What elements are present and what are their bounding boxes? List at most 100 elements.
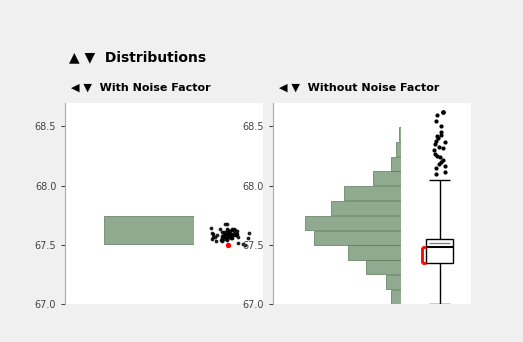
Point bbox=[234, 240, 242, 246]
Point bbox=[218, 234, 226, 239]
Point bbox=[439, 145, 447, 150]
Point bbox=[218, 229, 226, 235]
Point bbox=[209, 232, 217, 237]
Point bbox=[440, 169, 449, 174]
Text: ▲ ▼  Distributions: ▲ ▼ Distributions bbox=[70, 50, 207, 64]
Point bbox=[222, 229, 230, 234]
Point bbox=[223, 237, 232, 242]
Point bbox=[211, 235, 219, 240]
Point bbox=[212, 238, 220, 244]
Point bbox=[437, 132, 446, 137]
Point bbox=[222, 235, 230, 240]
Point bbox=[219, 233, 227, 238]
Point bbox=[227, 233, 235, 238]
Point bbox=[231, 232, 240, 237]
Bar bbox=[373, 171, 402, 185]
Point bbox=[221, 232, 230, 237]
Bar bbox=[399, 127, 402, 141]
Point bbox=[230, 232, 238, 238]
Point bbox=[434, 136, 442, 141]
Point bbox=[226, 234, 234, 240]
Point bbox=[431, 165, 440, 171]
Point bbox=[233, 228, 241, 234]
Bar bbox=[396, 142, 402, 156]
Point bbox=[228, 227, 236, 233]
Point bbox=[245, 231, 253, 236]
Point bbox=[230, 230, 238, 236]
Point bbox=[227, 231, 235, 236]
Point bbox=[224, 230, 232, 235]
Bar bbox=[305, 216, 402, 230]
Bar bbox=[426, 239, 453, 263]
Point bbox=[207, 225, 215, 231]
Bar bbox=[386, 275, 402, 289]
Point bbox=[212, 232, 221, 238]
Bar bbox=[344, 186, 402, 200]
Text: ◀ ▼  Without Noise Factor: ◀ ▼ Without Noise Factor bbox=[279, 83, 439, 93]
Point bbox=[439, 109, 447, 115]
Point bbox=[441, 139, 449, 145]
Point bbox=[431, 171, 440, 177]
Point bbox=[437, 124, 445, 129]
Point bbox=[432, 138, 440, 143]
Point bbox=[439, 157, 447, 162]
Point bbox=[437, 130, 445, 135]
Point bbox=[437, 159, 445, 165]
Point bbox=[218, 238, 226, 244]
Point bbox=[220, 236, 228, 242]
Bar bbox=[347, 246, 402, 260]
Text: ◀ ▼  With Noise Factor: ◀ ▼ With Noise Factor bbox=[71, 83, 211, 93]
Point bbox=[223, 234, 232, 239]
Point bbox=[224, 232, 232, 238]
Point bbox=[222, 226, 231, 232]
Point bbox=[209, 235, 217, 240]
Point bbox=[221, 234, 230, 239]
Point bbox=[230, 227, 238, 232]
Point bbox=[441, 163, 450, 168]
Bar bbox=[104, 216, 194, 244]
Point bbox=[241, 242, 249, 248]
Point bbox=[430, 142, 439, 147]
Point bbox=[215, 226, 224, 231]
Point bbox=[221, 222, 229, 227]
Point bbox=[221, 233, 230, 238]
Point bbox=[222, 237, 231, 243]
Point bbox=[431, 151, 439, 157]
Point bbox=[220, 229, 229, 235]
Point bbox=[208, 230, 216, 235]
Point bbox=[228, 235, 236, 241]
Point bbox=[232, 232, 240, 237]
Point bbox=[226, 235, 235, 241]
Point bbox=[435, 144, 443, 149]
Point bbox=[226, 233, 235, 239]
Point bbox=[244, 235, 253, 241]
Point bbox=[225, 235, 233, 240]
Point bbox=[432, 118, 440, 123]
Point bbox=[225, 228, 234, 234]
Point bbox=[429, 147, 438, 153]
Point bbox=[224, 227, 232, 233]
Point bbox=[224, 242, 233, 248]
Point bbox=[233, 232, 242, 237]
Point bbox=[208, 236, 217, 242]
Point bbox=[433, 133, 441, 139]
Point bbox=[217, 237, 225, 243]
Point bbox=[433, 154, 441, 159]
Point bbox=[227, 232, 235, 237]
Point bbox=[433, 112, 441, 117]
Point bbox=[225, 230, 234, 235]
Point bbox=[436, 155, 444, 160]
Point bbox=[228, 226, 236, 232]
Bar bbox=[391, 157, 402, 171]
Point bbox=[218, 235, 226, 240]
Point bbox=[233, 234, 242, 240]
Point bbox=[239, 241, 247, 247]
Bar bbox=[391, 290, 402, 304]
Point bbox=[435, 162, 444, 167]
Point bbox=[220, 231, 229, 236]
Point bbox=[222, 222, 231, 227]
Bar bbox=[331, 201, 402, 215]
Point bbox=[231, 227, 240, 232]
Point bbox=[220, 232, 229, 237]
Bar bbox=[366, 260, 402, 274]
